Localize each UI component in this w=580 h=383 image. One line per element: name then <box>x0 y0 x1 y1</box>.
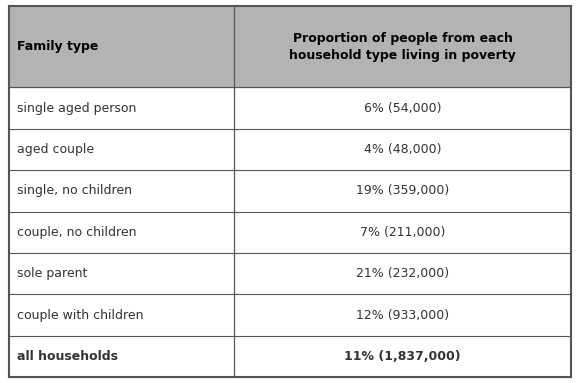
Bar <box>9 253 571 295</box>
Text: aged couple: aged couple <box>17 143 95 156</box>
Text: single, no children: single, no children <box>17 185 132 198</box>
Text: 7% (211,000): 7% (211,000) <box>360 226 445 239</box>
Bar <box>9 295 571 336</box>
Bar <box>9 336 571 377</box>
Text: 12% (933,000): 12% (933,000) <box>356 309 449 322</box>
Text: 11% (1,837,000): 11% (1,837,000) <box>344 350 461 363</box>
Text: 4% (48,000): 4% (48,000) <box>364 143 441 156</box>
Text: Family type: Family type <box>17 40 99 53</box>
Text: 21% (232,000): 21% (232,000) <box>356 267 449 280</box>
Text: 6% (54,000): 6% (54,000) <box>364 101 441 115</box>
Text: all households: all households <box>17 350 118 363</box>
Bar <box>9 170 571 212</box>
Text: Proportion of people from each
household type living in poverty: Proportion of people from each household… <box>289 32 516 62</box>
Bar <box>9 6 571 87</box>
Bar <box>9 212 571 253</box>
Text: couple, no children: couple, no children <box>17 226 137 239</box>
Text: sole parent: sole parent <box>17 267 88 280</box>
Bar <box>9 87 571 129</box>
Bar <box>9 129 571 170</box>
Text: single aged person: single aged person <box>17 101 137 115</box>
Text: 19% (359,000): 19% (359,000) <box>356 185 449 198</box>
Text: couple with children: couple with children <box>17 309 144 322</box>
